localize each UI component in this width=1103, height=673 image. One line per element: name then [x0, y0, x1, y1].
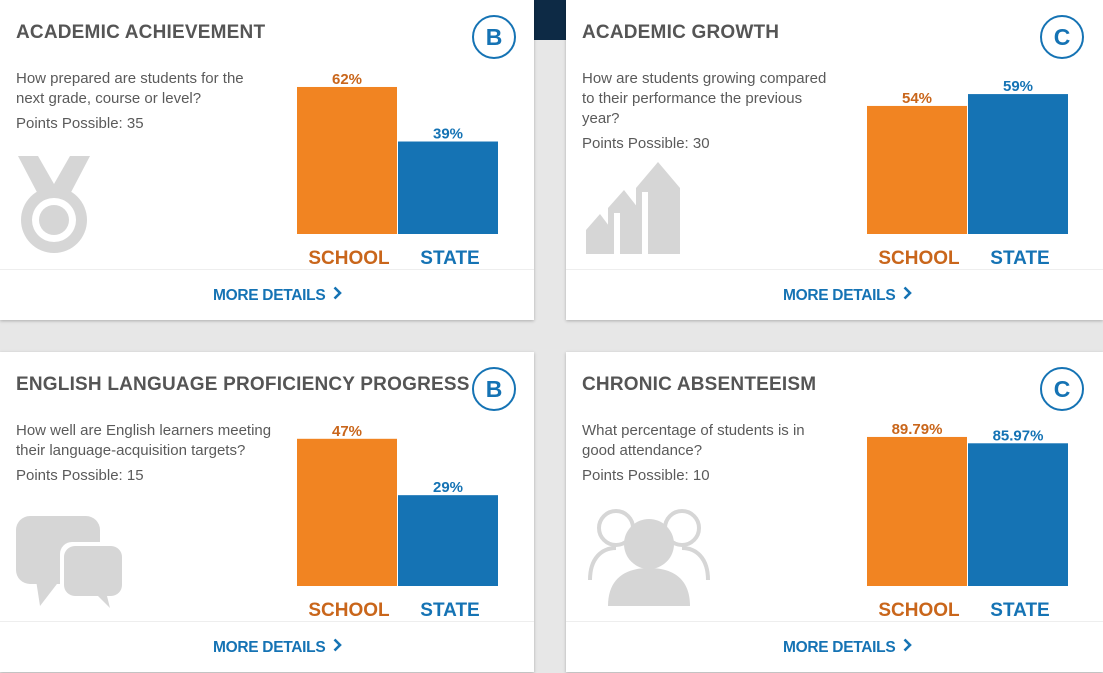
category-label: SCHOOL — [308, 600, 390, 621]
bar-chart-svg: 89.79% SCHOOL 85.97% STATE — [867, 421, 1068, 621]
more-details-link[interactable]: MORE DETAILS — [213, 638, 343, 657]
card-title: CHRONIC ABSENTEEISM — [582, 374, 817, 395]
category-label: SCHOOL — [878, 248, 960, 269]
question-text: How prepared are students for the next g… — [16, 70, 244, 107]
bar-chart-svg: 62% SCHOOL 39% STATE — [297, 71, 498, 269]
grade-badge: C — [1040, 367, 1084, 411]
card-title: ACADEMIC ACHIEVEMENT — [16, 22, 266, 43]
card-chronic-absenteeism: CHRONIC ABSENTEEISM C What percentage of… — [566, 352, 1103, 672]
speech-bubbles-icon — [16, 516, 124, 613]
card-question: How prepared are students for the next g… — [16, 69, 276, 134]
more-details-link[interactable]: MORE DETAILS — [783, 286, 913, 305]
points-possible: Points Possible: 10 — [582, 467, 710, 484]
bar-school — [297, 438, 397, 586]
bar-value-label: 29% — [433, 479, 463, 496]
bar-school — [867, 105, 967, 234]
chevron-right-icon — [333, 638, 343, 657]
chevron-right-icon — [333, 286, 343, 305]
bar-chart: 47% SCHOOL 29% STATE — [297, 420, 498, 624]
chevron-right-icon — [903, 286, 913, 305]
points-possible: Points Possible: 30 — [582, 135, 710, 152]
question-text: What percentage of students is in good a… — [582, 422, 805, 459]
grade-badge: B — [472, 367, 516, 411]
chevron-right-icon — [903, 638, 913, 657]
card-footer: MORE DETAILS — [0, 621, 534, 673]
card-academic-achievement: ACADEMIC ACHIEVEMENT B How prepared are … — [0, 0, 534, 320]
bar-school — [297, 86, 397, 234]
grade-badge: B — [472, 15, 516, 59]
bar-state — [398, 495, 498, 586]
card-footer: MORE DETAILS — [566, 621, 1103, 673]
category-label: STATE — [420, 248, 479, 269]
more-details-label: MORE DETAILS — [783, 638, 896, 656]
card-footer: MORE DETAILS — [0, 269, 534, 321]
growth-arrows-icon — [584, 158, 684, 261]
category-label: SCHOOL — [308, 248, 390, 269]
category-label: STATE — [990, 600, 1049, 621]
bar-state — [398, 141, 498, 234]
bar-school — [867, 436, 967, 586]
category-label: STATE — [420, 600, 479, 621]
bar-value-label: 89.79% — [892, 421, 943, 438]
more-details-link[interactable]: MORE DETAILS — [783, 638, 913, 657]
bar-state — [968, 443, 1068, 586]
more-details-link[interactable]: MORE DETAILS — [213, 286, 343, 305]
card-english-language-proficiency: ENGLISH LANGUAGE PROFICIENCY PROGRESS B … — [0, 352, 534, 672]
bar-chart: 89.79% SCHOOL 85.97% STATE — [867, 420, 1068, 624]
bar-value-label: 54% — [902, 90, 932, 107]
bar-chart-svg: 47% SCHOOL 29% STATE — [297, 423, 498, 621]
card-question: How well are English learners meeting th… — [16, 421, 276, 486]
page-header-strip — [534, 0, 566, 40]
category-label: STATE — [990, 248, 1049, 269]
card-question: How are students growing compared to the… — [582, 69, 842, 154]
bar-value-label: 39% — [433, 126, 463, 143]
bar-chart: 62% SCHOOL 39% STATE — [297, 68, 498, 272]
more-details-label: MORE DETAILS — [783, 286, 896, 304]
more-details-label: MORE DETAILS — [213, 286, 326, 304]
bar-value-label: 59% — [1003, 78, 1033, 95]
medal-icon — [14, 154, 94, 261]
card-question: What percentage of students is in good a… — [582, 421, 842, 486]
group-icon — [586, 506, 712, 611]
grade-badge: C — [1040, 15, 1084, 59]
question-text: How well are English learners meeting th… — [16, 422, 272, 459]
bar-value-label: 85.97% — [993, 427, 1044, 444]
card-academic-growth: ACADEMIC GROWTH C How are students growi… — [566, 0, 1103, 320]
points-possible: Points Possible: 35 — [16, 115, 144, 132]
bar-value-label: 62% — [332, 71, 362, 88]
bar-value-label: 47% — [332, 423, 362, 440]
card-title: ACADEMIC GROWTH — [582, 22, 780, 43]
question-text: How are students growing compared to the… — [582, 70, 827, 127]
points-possible: Points Possible: 15 — [16, 467, 144, 484]
bar-state — [968, 94, 1068, 234]
more-details-label: MORE DETAILS — [213, 638, 326, 656]
card-title: ENGLISH LANGUAGE PROFICIENCY PROGRESS — [16, 374, 470, 395]
card-footer: MORE DETAILS — [566, 269, 1103, 321]
bar-chart: 54% SCHOOL 59% STATE — [867, 68, 1068, 272]
bar-chart-svg: 54% SCHOOL 59% STATE — [867, 78, 1068, 269]
category-label: SCHOOL — [878, 600, 960, 621]
